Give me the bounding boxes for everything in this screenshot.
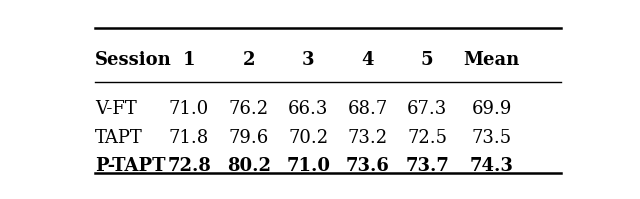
Text: 5: 5	[421, 52, 433, 69]
Text: 71.0: 71.0	[169, 100, 209, 118]
Text: 3: 3	[302, 52, 314, 69]
Text: 72.5: 72.5	[407, 129, 447, 147]
Text: 1: 1	[183, 52, 195, 69]
Text: 4: 4	[362, 52, 374, 69]
Text: 80.2: 80.2	[227, 157, 271, 175]
Text: 76.2: 76.2	[228, 100, 269, 118]
Text: 68.7: 68.7	[348, 100, 388, 118]
Text: V-FT: V-FT	[95, 100, 136, 118]
Text: 73.5: 73.5	[472, 129, 512, 147]
Text: Session: Session	[95, 52, 172, 69]
Text: 72.8: 72.8	[167, 157, 211, 175]
Text: 67.3: 67.3	[407, 100, 447, 118]
Text: 66.3: 66.3	[288, 100, 328, 118]
Text: 73.2: 73.2	[348, 129, 388, 147]
Text: 73.6: 73.6	[346, 157, 390, 175]
Text: 69.9: 69.9	[472, 100, 512, 118]
Text: TAPT: TAPT	[95, 129, 143, 147]
Text: 2: 2	[243, 52, 255, 69]
Text: 79.6: 79.6	[228, 129, 269, 147]
Text: 71.8: 71.8	[169, 129, 209, 147]
Text: 71.0: 71.0	[286, 157, 330, 175]
Text: 70.2: 70.2	[288, 129, 328, 147]
Text: 74.3: 74.3	[470, 157, 514, 175]
Text: Mean: Mean	[463, 52, 520, 69]
Text: P-TAPT: P-TAPT	[95, 157, 165, 175]
Text: 73.7: 73.7	[405, 157, 449, 175]
